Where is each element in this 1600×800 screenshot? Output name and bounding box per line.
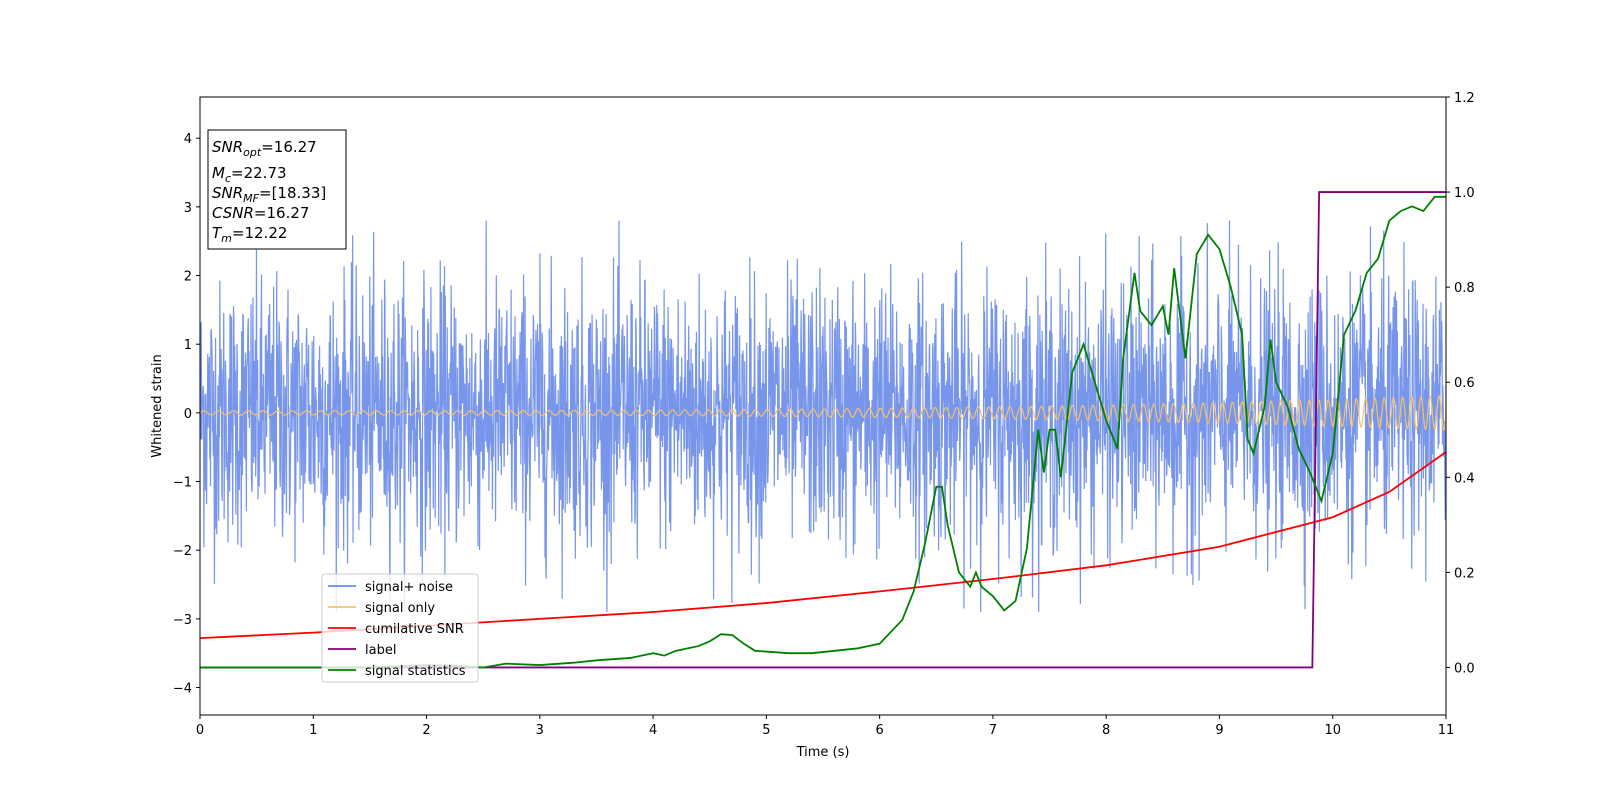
x-tick-label: 8 bbox=[1102, 723, 1110, 738]
x-axis: 0 1 2 3 4 5 6 7 8 9 10 11 bbox=[196, 715, 1454, 738]
legend-frame bbox=[321, 573, 479, 683]
legend-label: signal only bbox=[365, 601, 435, 616]
series-signal-statistics bbox=[200, 195, 1446, 669]
x-tick-label: 0 bbox=[196, 723, 204, 738]
info-box-frame bbox=[207, 129, 347, 250]
info-box-line: CSNR=16.27 bbox=[212, 204, 309, 222]
x-tick-label: 10 bbox=[1324, 723, 1341, 738]
y2-tick-label: 0.4 bbox=[1454, 471, 1475, 486]
legend-label: signal statistics bbox=[365, 664, 466, 679]
y2-tick-label: 0.2 bbox=[1454, 566, 1475, 581]
x-tick-label: 2 bbox=[422, 723, 430, 738]
legend-label: label bbox=[365, 643, 396, 658]
info-box-line: Tm=12.22 bbox=[212, 224, 287, 245]
x-tick-label: 5 bbox=[762, 723, 770, 738]
y2-tick-label: 1.2 bbox=[1454, 91, 1475, 106]
y2-tick-label: 1.0 bbox=[1454, 186, 1475, 201]
info-box-line: SNRopt=16.27 bbox=[212, 138, 317, 159]
x-tick-label: 4 bbox=[649, 723, 657, 738]
y-axis-label: Whitened strain bbox=[150, 354, 165, 457]
y-tick-label: −2 bbox=[173, 544, 192, 559]
info-box-line: Mc=22.73 bbox=[212, 164, 287, 185]
legend-label: cumilative SNR bbox=[365, 622, 464, 637]
y2-tick-label: 0.0 bbox=[1454, 661, 1475, 676]
legend: signal+ noise signal only cumilative SNR la… bbox=[321, 573, 479, 683]
y-tick-label: 1 bbox=[184, 338, 192, 353]
x-tick-label: 7 bbox=[989, 723, 997, 738]
x-tick-label: 6 bbox=[875, 723, 883, 738]
x-tick-label: 3 bbox=[536, 723, 544, 738]
y-tick-label: −3 bbox=[173, 613, 192, 628]
y-tick-label: 2 bbox=[184, 270, 192, 285]
x-tick-label: 9 bbox=[1215, 723, 1223, 738]
series-label bbox=[200, 191, 1446, 669]
y-axis-right: 0.0 0.2 0.4 0.6 0.8 1.0 1.2 bbox=[1446, 91, 1475, 676]
x-axis-label: Time (s) bbox=[796, 745, 850, 760]
y-tick-label: −4 bbox=[173, 682, 192, 697]
series-signal-only bbox=[200, 395, 1446, 431]
y2-tick-label: 0.8 bbox=[1454, 281, 1475, 296]
series-signal-noise bbox=[200, 220, 1446, 613]
y-tick-label: −1 bbox=[173, 476, 192, 491]
info-box-line: SNRMF=[18.33] bbox=[212, 184, 326, 205]
legend-label: signal+ noise bbox=[365, 580, 453, 595]
y-tick-label: 0 bbox=[184, 407, 192, 422]
y-axis-left: −4 −3 −2 −1 0 1 2 3 4 bbox=[173, 132, 200, 697]
x-tick-label: 1 bbox=[309, 723, 317, 738]
x-tick-label: 11 bbox=[1438, 723, 1455, 738]
y-tick-label: 3 bbox=[184, 201, 192, 216]
info-box: SNRopt=16.27 Mc=22.73SNRMF=[18.33]CSNR=16… bbox=[207, 129, 347, 250]
y-tick-label: 4 bbox=[184, 132, 192, 147]
y2-tick-label: 0.6 bbox=[1454, 376, 1475, 391]
plot-frame bbox=[199, 96, 1447, 716]
